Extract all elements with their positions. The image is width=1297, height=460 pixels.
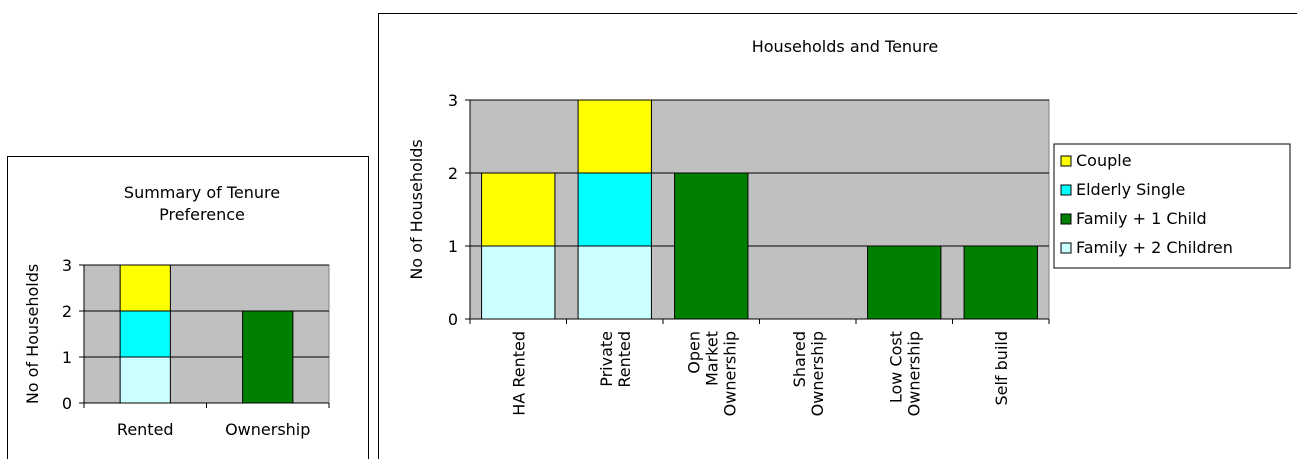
y-axis-label: No of Households bbox=[23, 264, 42, 404]
x-tick-label: Ownership bbox=[904, 331, 923, 416]
bar-low-cost-ownership-family-1-child bbox=[867, 245, 942, 320]
chart-title-line: Preference bbox=[159, 205, 245, 224]
y-tick-label: 3 bbox=[62, 256, 72, 275]
bar-open-market-ownership-family-1-child bbox=[674, 172, 749, 320]
x-tick-label: Shared bbox=[790, 331, 809, 387]
bar-self-build-family-1-child bbox=[963, 245, 1038, 320]
x-tick-label: Low Cost bbox=[886, 331, 905, 403]
chart-title-line: Summary of Tenure bbox=[124, 183, 280, 202]
legend-label-family-2-children: Family + 2 Children bbox=[1076, 238, 1233, 257]
x-tick-label: Private bbox=[597, 331, 616, 387]
bar-rented-elderly-single bbox=[119, 310, 171, 358]
y-tick-label: 1 bbox=[62, 348, 72, 367]
legend-box bbox=[1053, 143, 1291, 269]
legend-swatch-family-1-child bbox=[1060, 213, 1072, 225]
x-tick-label: Ownership bbox=[720, 331, 739, 416]
x-tick-label: Ownership bbox=[225, 420, 310, 439]
y-tick-label: 0 bbox=[62, 394, 72, 413]
chart-title: Households and Tenure bbox=[752, 37, 939, 56]
x-tick-label: HA Rented bbox=[509, 331, 528, 416]
households-tenure-svg: Households and Tenure 0 1 2 3 No of Household… bbox=[407, 37, 1291, 416]
tenure-summary-chart: Summary of Tenure Preference 0 1 2 3 No of Hou… bbox=[7, 156, 369, 459]
legend-swatch-family-2-children bbox=[1060, 242, 1072, 254]
bar-private-rented-family-2-children bbox=[577, 245, 652, 320]
chart-title: Summary of Tenure Preference bbox=[124, 183, 280, 224]
bar-ha-rented-family-2-children bbox=[481, 245, 556, 320]
legend-label-elderly-single: Elderly Single bbox=[1076, 180, 1185, 199]
y-tick-label: 0 bbox=[448, 310, 458, 329]
bar-private-rented-couple bbox=[577, 99, 652, 174]
legend-label-family-1-child: Family + 1 Child bbox=[1076, 209, 1207, 228]
plot-area bbox=[469, 99, 1050, 320]
legend-swatch-couple bbox=[1060, 155, 1072, 167]
bar-rented-couple bbox=[119, 264, 171, 312]
x-tick-label: Rented bbox=[117, 420, 174, 439]
tenure-summary-svg: Summary of Tenure Preference 0 1 2 3 No of Hou… bbox=[23, 183, 330, 439]
x-tick-label: Self build bbox=[992, 331, 1011, 406]
households-tenure-chart: Households and Tenure 0 1 2 3 No of Household… bbox=[378, 13, 1297, 459]
bar-private-rented-elderly-single bbox=[577, 172, 652, 247]
legend-label-couple: Couple bbox=[1076, 151, 1132, 170]
x-tick-label: Market bbox=[702, 331, 721, 386]
x-tick-label: Ownership bbox=[808, 331, 827, 416]
y-tick-label: 2 bbox=[448, 164, 458, 183]
bar-ha-rented-couple bbox=[481, 172, 556, 247]
x-tick-label: Open bbox=[684, 331, 703, 374]
x-tick-label: Rented bbox=[615, 331, 634, 388]
y-axis-label: No of Households bbox=[407, 139, 426, 279]
chart-title-line: Households and Tenure bbox=[752, 37, 939, 56]
y-tick-label: 3 bbox=[448, 91, 458, 110]
legend-swatch-elderly-single bbox=[1060, 184, 1072, 196]
bar-ownership-family-1-child bbox=[242, 310, 294, 404]
bar-rented-family-2-children bbox=[119, 356, 171, 404]
y-tick-label: 1 bbox=[448, 237, 458, 256]
y-tick-label: 2 bbox=[62, 302, 72, 321]
